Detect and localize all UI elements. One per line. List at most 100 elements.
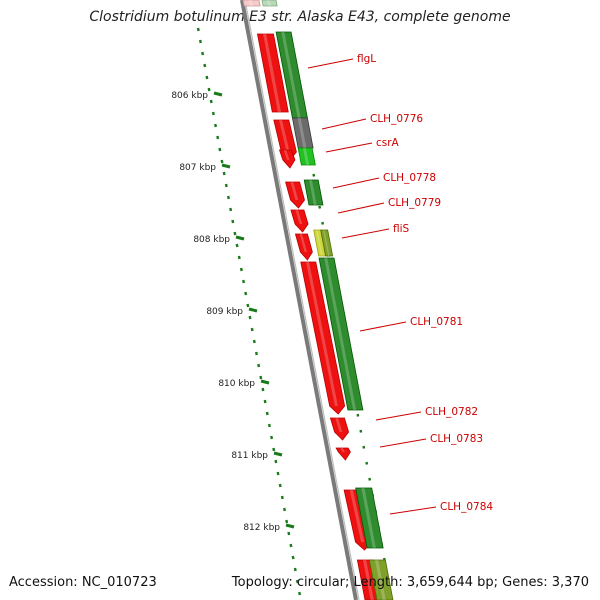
gc-dot <box>293 567 297 572</box>
gc-dot <box>252 339 256 344</box>
cds-reverse <box>335 447 351 461</box>
gc-dot <box>250 327 254 332</box>
genome-summary-text: Topology: circular; Length: 3,659,644 bp… <box>231 575 589 590</box>
cds-forward <box>320 229 334 257</box>
gc-dot <box>318 205 322 209</box>
cds-forward <box>355 487 384 549</box>
gc-dot <box>289 543 293 548</box>
gc-dot <box>278 483 282 488</box>
accession-text: Accession: NC_010723 <box>9 575 157 590</box>
gc-dot <box>220 159 224 164</box>
cds-reverse <box>278 149 296 169</box>
gc-dot <box>274 459 278 464</box>
gc-dot <box>265 411 269 416</box>
gc-dot <box>218 147 222 152</box>
gc-dot <box>201 51 205 56</box>
cds-forward <box>303 179 324 206</box>
tick-label: 809 kbp <box>206 307 243 317</box>
gc-dot <box>270 435 274 440</box>
cds-forward-shine <box>297 118 307 148</box>
gene-leader-line <box>337 202 385 214</box>
gc-dot <box>261 387 265 392</box>
gc-dot <box>222 171 226 176</box>
cds-reverse <box>329 417 350 441</box>
cds-forward <box>261 0 278 7</box>
cds-forward <box>291 117 314 149</box>
gc-dot <box>276 471 280 476</box>
gene-label-clh_0783[interactable]: CLH_0783 <box>430 433 483 445</box>
gc-dot <box>263 399 267 404</box>
gc-dot <box>239 267 243 272</box>
cds-reverse-shine <box>290 182 299 200</box>
backbone-line <box>240 0 358 600</box>
gene-label-flgl[interactable]: flgL <box>357 53 376 65</box>
gc-dot <box>235 243 239 248</box>
cds-forward-shine <box>324 258 357 410</box>
gene-label-clh_0782[interactable]: CLH_0782 <box>425 406 478 418</box>
gene-leader-line <box>325 142 373 153</box>
cds-reverse <box>290 209 309 233</box>
gc-dot <box>226 195 230 200</box>
backbone-highlight <box>244 0 360 600</box>
gc-dot <box>198 39 202 44</box>
gene-leader-line <box>307 58 354 69</box>
gc-dot <box>280 495 284 500</box>
cds-reverse-shine <box>279 120 290 152</box>
gc-dot <box>196 27 200 32</box>
gene-leader-line <box>379 438 427 448</box>
gc-dot <box>321 221 325 225</box>
gc-dot <box>259 375 263 380</box>
gc-dot <box>356 413 360 417</box>
gc-dot <box>287 531 291 536</box>
tick-mark <box>260 379 270 385</box>
gene-label-clh_0778[interactable]: CLH_0778 <box>383 172 436 184</box>
cds-forward-shine <box>375 560 386 600</box>
tick-mark <box>273 451 283 457</box>
tick-label: 810 kbp <box>218 379 255 389</box>
gc-dots-inner <box>196 27 302 596</box>
gene-label-clh_0779[interactable]: CLH_0779 <box>388 197 441 209</box>
gc-dot <box>209 99 213 104</box>
cds-forward <box>318 257 364 411</box>
cds-reverse-shine <box>340 448 345 452</box>
gc-dot <box>272 447 276 452</box>
gene-label-clh_0776[interactable]: CLH_0776 <box>370 113 423 125</box>
gene-leader-line <box>321 118 367 130</box>
gc-dot <box>216 135 220 140</box>
gene-labels: flgL CLH_0776 csrA CLH_0778 CLH_0779 fliS CLH_… <box>307 53 493 515</box>
cds-reverse <box>242 0 261 7</box>
tick-label: 807 kbp <box>179 163 216 173</box>
tick-label: 808 kbp <box>193 235 230 245</box>
gene-leader-line <box>375 411 422 421</box>
cds-reverse <box>300 261 346 415</box>
tick-mark <box>285 523 295 529</box>
cds-reverse <box>285 181 305 209</box>
cds-forward-shine <box>266 0 271 6</box>
gene-label-clh_0784[interactable]: CLH_0784 <box>440 501 493 513</box>
cds-forward-shine <box>303 148 310 165</box>
gc-dot <box>257 363 261 368</box>
cds-reverse <box>294 233 313 261</box>
gc-dot <box>203 63 207 68</box>
tick-label: 812 kbp <box>243 523 280 533</box>
gc-dot <box>255 351 258 356</box>
gene-label-csra[interactable]: csrA <box>376 137 400 149</box>
gc-dot <box>283 507 286 512</box>
tick-label: 811 kbp <box>231 451 268 461</box>
gc-dot <box>298 591 302 596</box>
cds-reverse-shine <box>335 418 343 432</box>
gc-dot <box>312 173 316 177</box>
cds-reverse-shine <box>263 34 282 112</box>
cds-forward-shine <box>361 488 376 548</box>
gene-label-clh_0781[interactable]: CLH_0781 <box>410 316 463 328</box>
gene-label-flis[interactable]: fliS <box>393 223 410 235</box>
cds-forward <box>297 147 316 166</box>
gc-dot <box>244 291 248 296</box>
gc-dot <box>237 255 241 260</box>
tick-mark <box>235 235 245 241</box>
gc-dot <box>233 231 237 236</box>
cds-forward <box>368 559 394 600</box>
gc-dot <box>242 279 246 284</box>
tick-mark <box>221 163 231 169</box>
